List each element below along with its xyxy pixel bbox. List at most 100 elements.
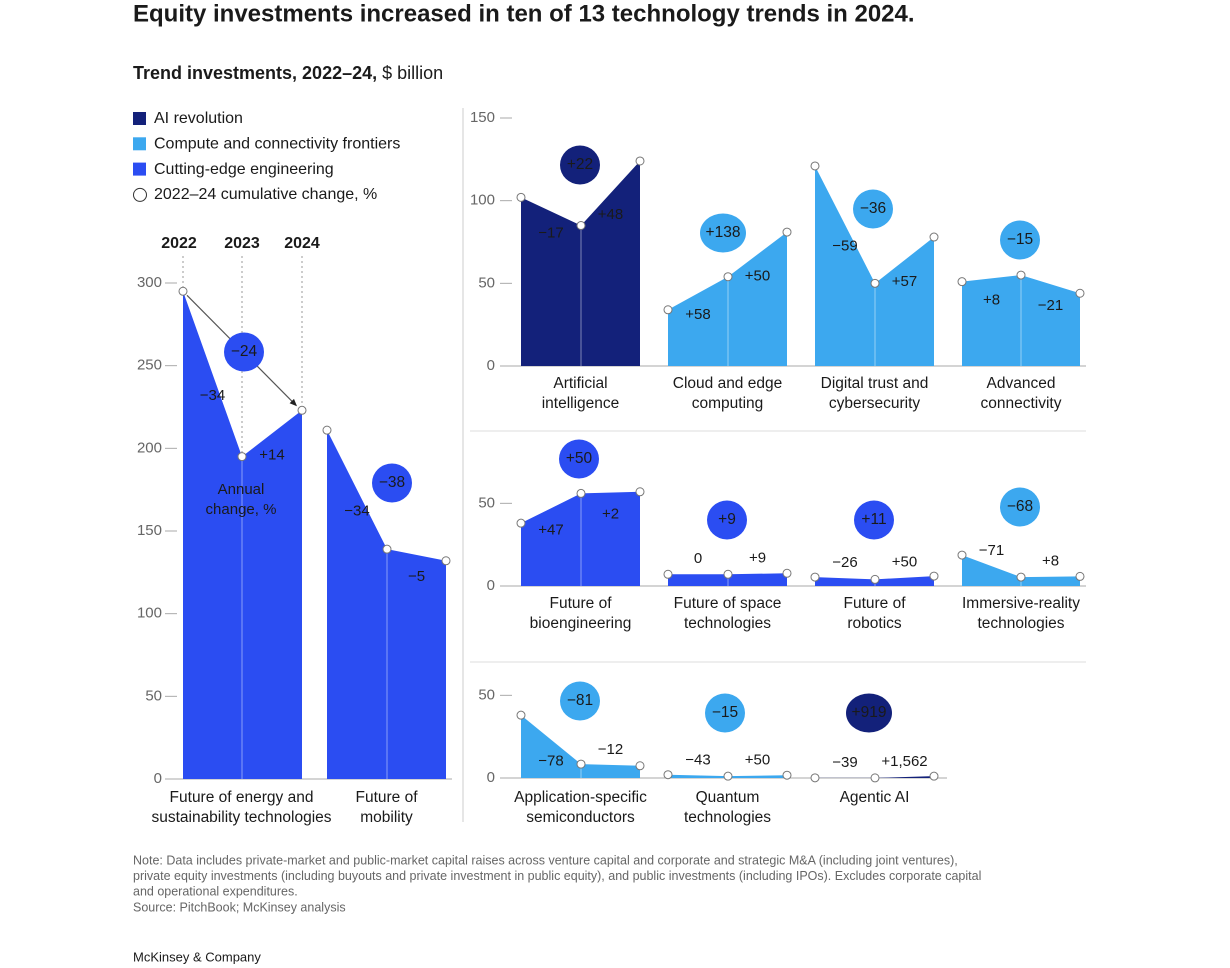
change-label: +14 [259,446,284,463]
area [815,165,934,366]
point [810,773,820,783]
category-label: Future of [843,595,906,612]
point [516,518,526,528]
area [962,275,1080,366]
cumulative-badge [224,332,264,372]
change-label: +57 [892,273,917,290]
area [815,776,934,778]
y-tick-label: 50 [478,494,495,511]
y-tick-label: 150 [137,522,162,539]
area [668,573,787,586]
category-label: robotics [847,615,902,632]
y-tick-label: 100 [470,192,495,209]
category-label: semiconductors [526,809,635,826]
point [516,192,526,202]
x-tick-label: 2023 [224,235,260,252]
cumulative-label: −68 [1007,498,1033,515]
category-label: Quantum [696,789,760,806]
change-label: +2 [602,506,619,523]
cumulative-label: +919 [852,704,887,721]
change-label: +8 [983,291,1000,308]
cumulative-arrowhead [289,398,297,407]
category-label: computing [692,395,764,412]
area [521,715,640,778]
cumulative-label: −24 [231,343,258,360]
category-label: sustainability technologies [151,809,331,826]
change-label: +47 [538,521,563,538]
change-label: −5 [408,568,425,585]
point [1016,572,1026,582]
cumulative-badge [707,500,747,540]
point [929,571,939,581]
change-label: −34 [200,387,225,404]
category-label: cybersecurity [829,395,921,412]
subtitle-label: Trend investments, 2022–24, [133,63,377,83]
change-label: 0 [694,550,702,567]
area [521,491,640,586]
y-tick-label: 0 [487,357,495,374]
change-label: +8 [1042,553,1059,570]
annotation: change, % [206,501,277,518]
y-tick-label: 50 [478,686,495,703]
legend-label: 2022–24 cumulative change, % [154,186,377,203]
cumulative-label: −36 [860,200,886,217]
change-label: +50 [892,554,917,571]
point [782,770,792,780]
change-label: −71 [979,542,1004,559]
cumulative-label: −38 [379,474,405,491]
point [322,425,332,435]
change-label: +1,562 [881,753,927,770]
point [441,556,451,566]
change-label: +9 [749,550,766,567]
change-label: +58 [685,306,710,323]
legend-swatch [133,112,146,125]
cumulative-badge [700,213,746,253]
legend-label: Compute and connectivity frontiers [154,136,400,153]
point [516,710,526,720]
point [957,550,967,560]
category-label: intelligence [542,395,620,412]
point [929,232,939,242]
point [663,770,673,780]
change-label: +50 [745,267,770,284]
y-tick-label: 250 [137,357,162,374]
annotation: Annual [218,481,265,498]
point [635,156,645,166]
change-label: −78 [538,753,563,770]
cumulative-badge [1000,487,1040,527]
brand: McKinsey & Company [133,949,261,964]
category-label: technologies [684,809,771,826]
change-label: −17 [538,224,563,241]
point [382,544,392,554]
legend-swatch [133,162,146,176]
change-label: +48 [598,206,623,223]
cumulative-label: +22 [567,156,593,173]
category-label: Application-specific [514,789,647,806]
y-tick-label: 100 [137,605,162,622]
point [1016,270,1026,280]
legend-swatch [133,137,146,151]
subtitle: Trend investments, 2022–24, $ billion [133,63,443,83]
category-label: mobility [360,809,413,826]
cumulative-badge [846,693,892,733]
point [663,569,673,579]
point [237,452,247,462]
change-label: −59 [832,238,857,255]
area [327,430,446,779]
point [1075,571,1085,581]
y-tick-label: 300 [137,274,162,291]
y-tick-label: 0 [487,769,495,786]
point [576,488,586,498]
point [178,286,188,296]
category-label: Advanced [987,375,1056,392]
point [635,487,645,497]
y-tick-label: 50 [145,687,162,704]
point [782,568,792,578]
change-label: −39 [832,754,857,771]
cumulative-badge [854,500,894,540]
point [635,761,645,771]
cumulative-label: +50 [566,450,593,467]
cumulative-badge [1000,220,1040,260]
cumulative-label: +11 [861,511,886,528]
